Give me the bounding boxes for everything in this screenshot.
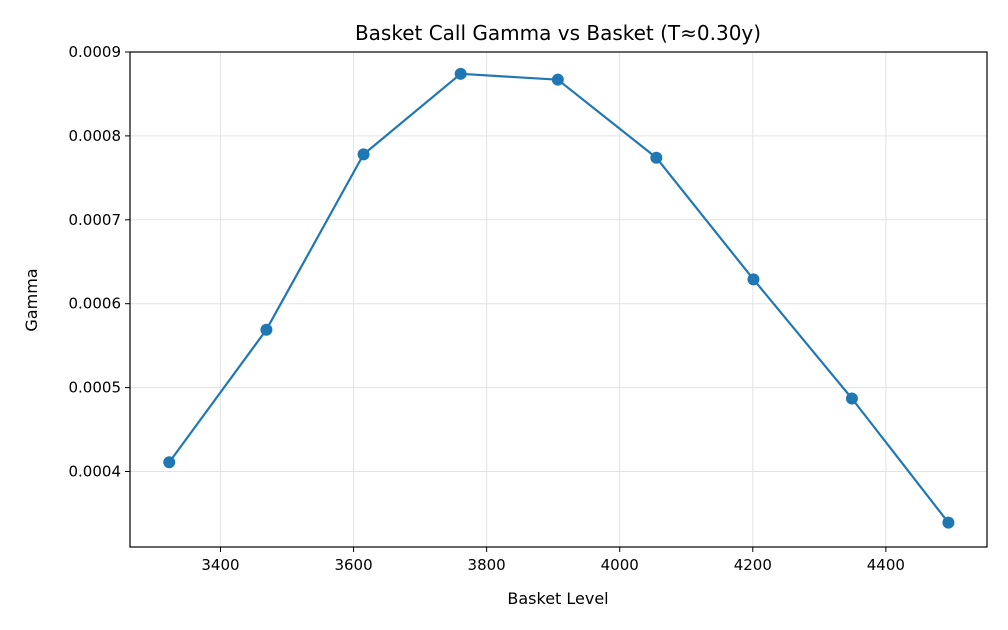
x-tick-label: 4200 <box>734 556 772 574</box>
x-tick-label: 3400 <box>201 556 239 574</box>
data-point <box>357 148 370 161</box>
x-tick-label: 3800 <box>468 556 506 574</box>
x-tick-label: 4400 <box>867 556 905 574</box>
series-line <box>168 72 950 524</box>
y-axis-label: Gamma <box>22 268 41 331</box>
x-tick-label: 3600 <box>334 556 372 574</box>
data-point <box>551 73 564 86</box>
data-point <box>454 67 467 80</box>
y-tick-label: 0.0004 <box>69 462 122 480</box>
grid <box>130 51 987 547</box>
chart-title: Basket Call Gamma vs Basket (T≈0.30y) <box>355 21 761 45</box>
y-tick-label: 0.0007 <box>69 211 122 229</box>
y-axis-ticks: 0.0004 0.0005 0.0006 0.0007 0.0008 0.0009 <box>69 43 130 480</box>
series-line-layer <box>168 72 950 524</box>
y-tick-label: 0.0009 <box>69 43 122 61</box>
x-axis-label: Basket Level <box>507 589 608 608</box>
y-tick-label: 0.0006 <box>69 295 122 313</box>
y-tick-label: 0.0008 <box>69 127 122 145</box>
x-tick-label: 4000 <box>601 556 639 574</box>
y-tick-label: 0.0005 <box>69 379 122 397</box>
data-point <box>260 323 273 336</box>
data-point <box>747 273 760 286</box>
data-point <box>650 151 663 164</box>
data-point <box>942 516 955 529</box>
plot-frame <box>129 51 988 548</box>
data-point <box>163 456 176 469</box>
data-point <box>845 392 858 405</box>
marker-layer <box>163 67 955 529</box>
x-axis-ticks: 3400 3600 3800 4000 4200 4400 <box>201 547 905 574</box>
